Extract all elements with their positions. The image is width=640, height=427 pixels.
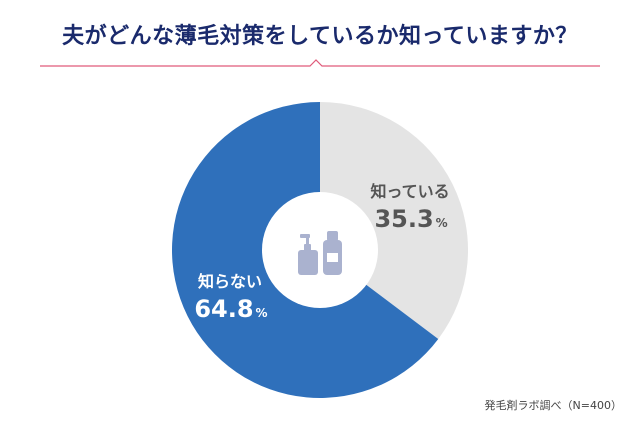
donut-slice-know: [320, 102, 469, 339]
chart-title: 夫がどんな薄毛対策をしているか知っていますか？: [62, 24, 578, 49]
pump-bottle-icon-nozzle: [300, 234, 310, 238]
slice-label-category-1: 知らない: [198, 272, 262, 291]
slice-label-category-0: 知っている: [370, 182, 449, 201]
slice-label-unit-1: %: [256, 306, 268, 320]
title-divider: [40, 59, 600, 67]
pump-bottle-icon-stem: [306, 236, 309, 245]
pump-bottle-icon-body: [298, 250, 318, 275]
bottle-icon-cap: [327, 231, 338, 241]
slice-label-unit-0: %: [436, 216, 448, 230]
source-note: 発毛剤ラボ調べ（N=400）: [484, 399, 622, 412]
donut-hole: [262, 192, 378, 308]
slice-label-value-1: 64.8: [194, 295, 253, 323]
divider-line: [40, 59, 600, 67]
slice-label-value-0: 35.3: [374, 205, 433, 233]
bottle-icon-label: [327, 253, 338, 262]
pump-bottle-icon-neck: [304, 244, 311, 251]
shampoo-bottles-icon: [298, 231, 342, 275]
